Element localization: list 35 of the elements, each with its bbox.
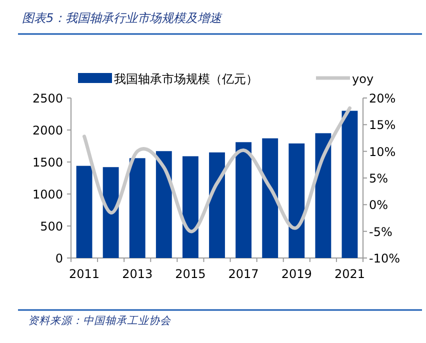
- y2-tick-label: -10%: [369, 252, 400, 266]
- text: 资料来源：中国轴承工业协会: [28, 315, 172, 327]
- x-tick-label: 2011: [69, 267, 100, 281]
- bar: [315, 133, 332, 258]
- bar: [182, 156, 198, 258]
- y2-tick-label: -5%: [369, 224, 392, 239]
- bar: [156, 151, 172, 258]
- legend-label: 我国轴承市场规模（亿元）: [114, 72, 258, 86]
- bar: [262, 138, 278, 258]
- bar: [129, 158, 146, 258]
- x-tick-label: 2015: [175, 267, 206, 281]
- x-tick-label: 2019: [281, 267, 312, 281]
- bar: [102, 167, 119, 258]
- bar: [76, 166, 92, 258]
- y-tick-label: 0: [55, 252, 63, 266]
- y2-tick-label: 15%: [369, 118, 396, 132]
- bar: [288, 143, 305, 258]
- y2-tick-label: 20%: [369, 92, 396, 106]
- y-tick-label: 1000: [32, 188, 63, 202]
- bar: [209, 152, 225, 258]
- y2-tick-label: 5%: [369, 172, 388, 186]
- y-tick-label: 1500: [32, 156, 63, 170]
- legend-label: yoy: [352, 72, 374, 86]
- x-tick-label: 2013: [122, 267, 153, 281]
- line-series: [82, 106, 352, 234]
- chart-title: 图表5：我国轴承行业市场规模及增速: [22, 11, 223, 25]
- bar: [236, 142, 252, 258]
- y-tick-label: 500: [40, 220, 63, 234]
- bar: [342, 110, 358, 258]
- y2-tick-label: 10%: [369, 144, 396, 159]
- y-tick-label: 2000: [32, 124, 63, 138]
- x-tick-label: 2021: [334, 267, 365, 281]
- y2-tick-label: 0%: [369, 198, 388, 212]
- x-tick-label: 2017: [228, 267, 259, 281]
- y-tick-label: 2500: [32, 92, 63, 106]
